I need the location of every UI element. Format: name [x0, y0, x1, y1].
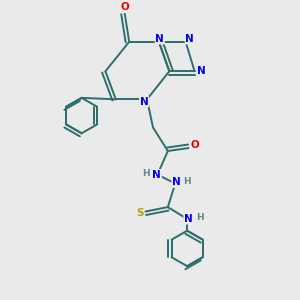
Text: N: N	[197, 66, 206, 76]
Text: N: N	[184, 214, 193, 224]
Text: N: N	[152, 169, 161, 180]
Text: H: H	[142, 169, 150, 178]
Text: O: O	[120, 2, 129, 12]
Text: H: H	[183, 177, 191, 186]
Text: S: S	[136, 208, 143, 218]
Text: O: O	[190, 140, 199, 150]
Text: N: N	[172, 177, 181, 187]
Text: N: N	[185, 34, 194, 44]
Text: H: H	[196, 213, 203, 222]
Text: N: N	[140, 97, 148, 107]
Text: N: N	[155, 34, 164, 44]
